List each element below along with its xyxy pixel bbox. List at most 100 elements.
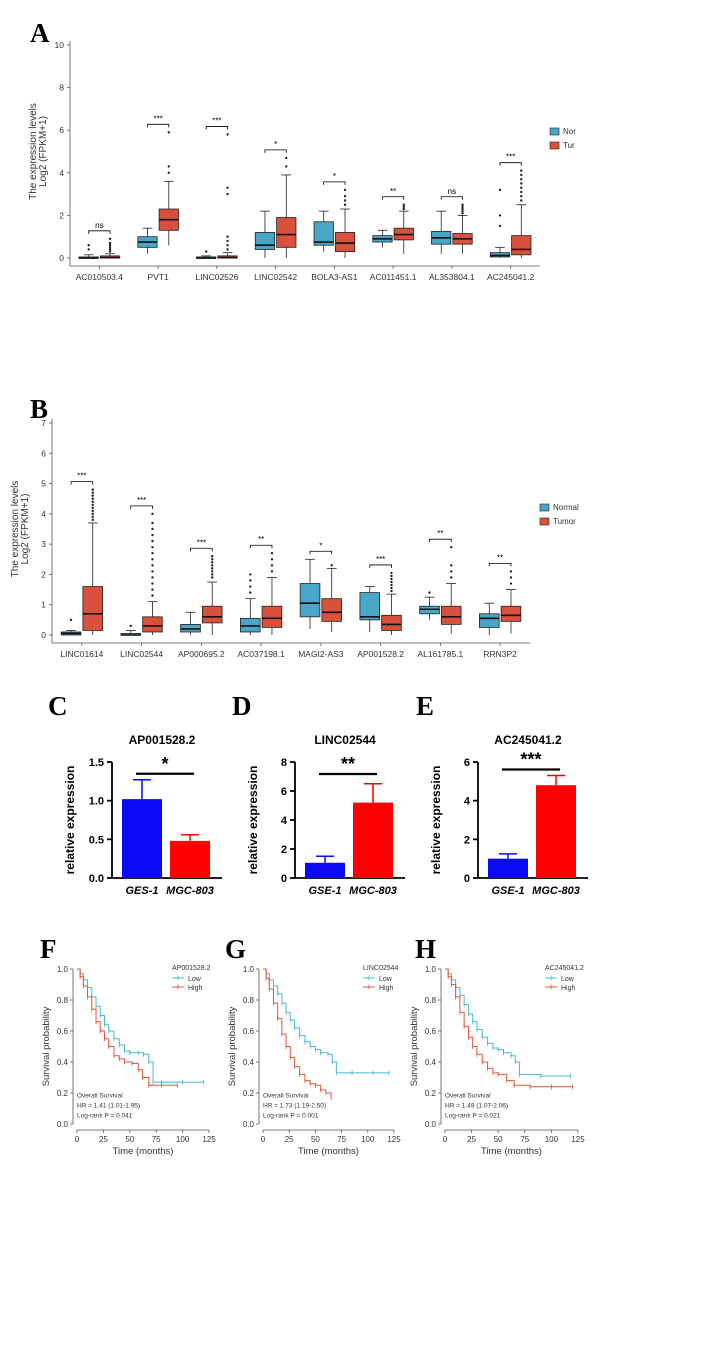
sig-label: ** bbox=[437, 529, 443, 538]
outlier-point bbox=[151, 552, 154, 555]
sig-bracket bbox=[147, 123, 170, 128]
box-normal bbox=[419, 591, 440, 620]
y-axis-title: Survival probability bbox=[41, 1006, 52, 1086]
x-tick-label: AC037198.1 bbox=[237, 649, 285, 659]
outlier-point bbox=[520, 195, 523, 198]
y-tick-label: 2 bbox=[59, 210, 64, 220]
y-tick-label: 0.8 bbox=[425, 996, 437, 1005]
outlier-point bbox=[520, 169, 523, 172]
outlier-point bbox=[91, 494, 94, 497]
outlier-point bbox=[211, 570, 214, 573]
x-category-label: GSE-1 bbox=[308, 885, 341, 897]
y-axis-title: relative expression bbox=[429, 766, 443, 875]
box-tumor bbox=[440, 545, 462, 634]
x-tick-label: LINC02526 bbox=[195, 272, 238, 282]
km-panel-h: 0.0 0.2 0.4 0.6 0.8 1.0 0 25 50 75 100 125 Time (mon… bbox=[409, 965, 585, 1157]
x-tick-label: 0 bbox=[261, 1135, 266, 1144]
y-tick-label: 4 bbox=[464, 796, 471, 808]
outlier-point bbox=[450, 576, 453, 579]
legend-label: Low bbox=[188, 976, 202, 983]
sig-label: ** bbox=[390, 187, 396, 196]
legend-label: Normal bbox=[553, 503, 579, 512]
outlier-point bbox=[343, 188, 347, 192]
y-tick-label: 4 bbox=[59, 168, 64, 178]
x-category-label: MGC-803 bbox=[166, 885, 214, 897]
sig-label: *** bbox=[153, 114, 162, 123]
legend-swatch bbox=[539, 517, 550, 526]
x-tick-label: 125 bbox=[387, 1135, 401, 1144]
box-panel-a: 0 2 4 6 8 10 The expression levels Log2 (FPKM+1… bbox=[28, 40, 576, 282]
outlier-point bbox=[402, 205, 405, 209]
x-tick-label: AC245041.2 bbox=[487, 272, 535, 282]
box-tumor bbox=[142, 512, 163, 635]
box-normal bbox=[137, 227, 158, 254]
outlier-point bbox=[461, 209, 464, 213]
y-tick-label: 0.0 bbox=[243, 1120, 255, 1129]
outlier-point bbox=[402, 207, 405, 211]
outlier-point bbox=[151, 588, 154, 591]
y-tick-label: 3 bbox=[41, 539, 46, 549]
x-category-label: GSE-1 bbox=[491, 885, 524, 897]
box-body bbox=[359, 592, 381, 621]
y-tick-label: 1.0 bbox=[89, 796, 104, 808]
x-tick-label: 100 bbox=[176, 1135, 190, 1144]
outlier-point bbox=[249, 579, 252, 582]
box-normal bbox=[313, 210, 334, 252]
box-body bbox=[201, 605, 223, 624]
sig-label: *** bbox=[197, 538, 206, 547]
box-normal bbox=[60, 618, 82, 636]
box-body bbox=[321, 598, 342, 622]
outlier-point bbox=[285, 165, 288, 168]
box-tumor bbox=[500, 570, 522, 634]
outlier-point bbox=[461, 205, 464, 209]
outlier-point bbox=[151, 521, 154, 525]
outlier-point bbox=[520, 173, 523, 177]
outlier-point bbox=[450, 564, 453, 567]
box-tumor bbox=[217, 133, 238, 259]
y-tick-label: 2 bbox=[41, 569, 46, 579]
sig-bracket bbox=[382, 196, 405, 200]
outlier-point bbox=[151, 594, 154, 597]
stat-line: Overall Survival bbox=[263, 1093, 309, 1100]
box-normal bbox=[180, 611, 201, 635]
outlier-point bbox=[91, 509, 94, 513]
sig-label: *** bbox=[520, 750, 541, 770]
outlier-point bbox=[151, 582, 154, 585]
y-tick-label: 0.5 bbox=[89, 834, 104, 846]
outlier-point bbox=[167, 131, 170, 134]
y-tick-label: 0.2 bbox=[243, 1089, 255, 1098]
legend-swatch bbox=[549, 127, 560, 136]
outlier-point bbox=[167, 171, 170, 174]
box-normal bbox=[196, 250, 217, 259]
stat-line: Overall Survival bbox=[77, 1093, 123, 1100]
sig-label: ns bbox=[95, 221, 103, 230]
bar bbox=[353, 802, 393, 878]
outlier-point bbox=[330, 564, 333, 567]
x-tick-label: 100 bbox=[361, 1135, 375, 1144]
y-tick-label: 2 bbox=[464, 834, 470, 846]
panel-letter-e: E bbox=[416, 691, 434, 721]
sig-label: *** bbox=[77, 472, 86, 481]
panel-letter-d: D bbox=[232, 691, 252, 721]
stat-line: Overall Survival bbox=[445, 1093, 491, 1100]
box-body bbox=[440, 605, 462, 625]
outlier-point bbox=[151, 558, 154, 561]
outlier-point bbox=[108, 250, 112, 253]
outlier-point bbox=[450, 570, 453, 573]
box-tumor bbox=[261, 552, 283, 635]
outlier-point bbox=[249, 591, 252, 594]
sig-label: ns bbox=[448, 187, 456, 196]
outlier-point bbox=[108, 248, 112, 251]
x-axis-title: Time (months) bbox=[298, 1146, 359, 1157]
x-axis-title: Time (months) bbox=[113, 1146, 174, 1157]
y-tick-label: 10 bbox=[55, 40, 65, 50]
sig-bracket bbox=[264, 149, 287, 153]
x-tick-label: AP001528.2 bbox=[357, 649, 404, 659]
sig-label: *** bbox=[506, 153, 515, 162]
stat-line: Log-rank P = 0.021 bbox=[445, 1113, 501, 1120]
bar-panel-d: LINC02544 0 2 4 6 8 relative expression GSE-1 MG… bbox=[246, 733, 405, 897]
outlier-point bbox=[91, 497, 94, 500]
box-body bbox=[299, 583, 321, 618]
legend-title: AC245041.2 bbox=[545, 965, 584, 972]
y-tick-label: 0 bbox=[464, 873, 470, 885]
